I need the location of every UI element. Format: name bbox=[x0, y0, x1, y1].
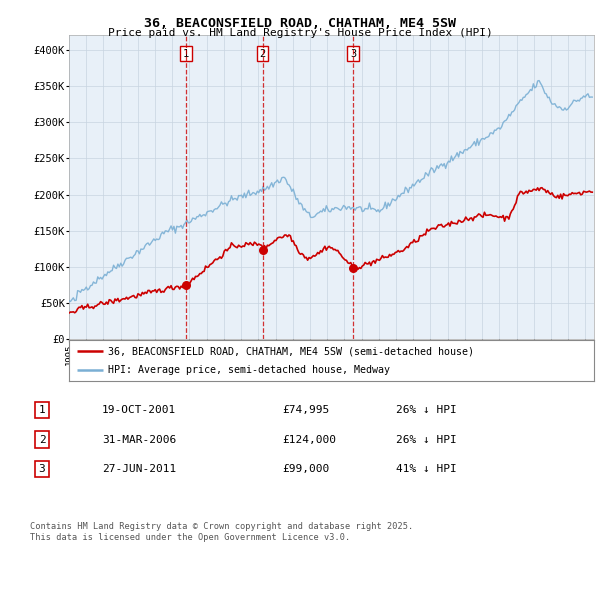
Text: 2: 2 bbox=[38, 435, 46, 444]
Text: 3: 3 bbox=[350, 48, 356, 58]
Point bbox=[181, 280, 191, 290]
Text: 2: 2 bbox=[260, 48, 266, 58]
Text: 3: 3 bbox=[38, 464, 46, 474]
Text: 27-JUN-2011: 27-JUN-2011 bbox=[102, 464, 176, 474]
Text: 1: 1 bbox=[38, 405, 46, 415]
Text: 41% ↓ HPI: 41% ↓ HPI bbox=[396, 464, 457, 474]
Text: £99,000: £99,000 bbox=[282, 464, 329, 474]
Text: Contains HM Land Registry data © Crown copyright and database right 2025.
This d: Contains HM Land Registry data © Crown c… bbox=[30, 522, 413, 542]
Text: 26% ↓ HPI: 26% ↓ HPI bbox=[396, 405, 457, 415]
Text: £74,995: £74,995 bbox=[282, 405, 329, 415]
Text: 1: 1 bbox=[183, 48, 189, 58]
Text: 26% ↓ HPI: 26% ↓ HPI bbox=[396, 435, 457, 444]
Text: 31-MAR-2006: 31-MAR-2006 bbox=[102, 435, 176, 444]
Text: 19-OCT-2001: 19-OCT-2001 bbox=[102, 405, 176, 415]
Text: £124,000: £124,000 bbox=[282, 435, 336, 444]
Text: 36, BEACONSFIELD ROAD, CHATHAM, ME4 5SW (semi-detached house): 36, BEACONSFIELD ROAD, CHATHAM, ME4 5SW … bbox=[109, 346, 475, 356]
Text: Price paid vs. HM Land Registry's House Price Index (HPI): Price paid vs. HM Land Registry's House … bbox=[107, 28, 493, 38]
Text: 36, BEACONSFIELD ROAD, CHATHAM, ME4 5SW: 36, BEACONSFIELD ROAD, CHATHAM, ME4 5SW bbox=[144, 17, 456, 30]
Point bbox=[348, 263, 358, 273]
Point bbox=[258, 245, 268, 254]
Text: HPI: Average price, semi-detached house, Medway: HPI: Average price, semi-detached house,… bbox=[109, 365, 391, 375]
